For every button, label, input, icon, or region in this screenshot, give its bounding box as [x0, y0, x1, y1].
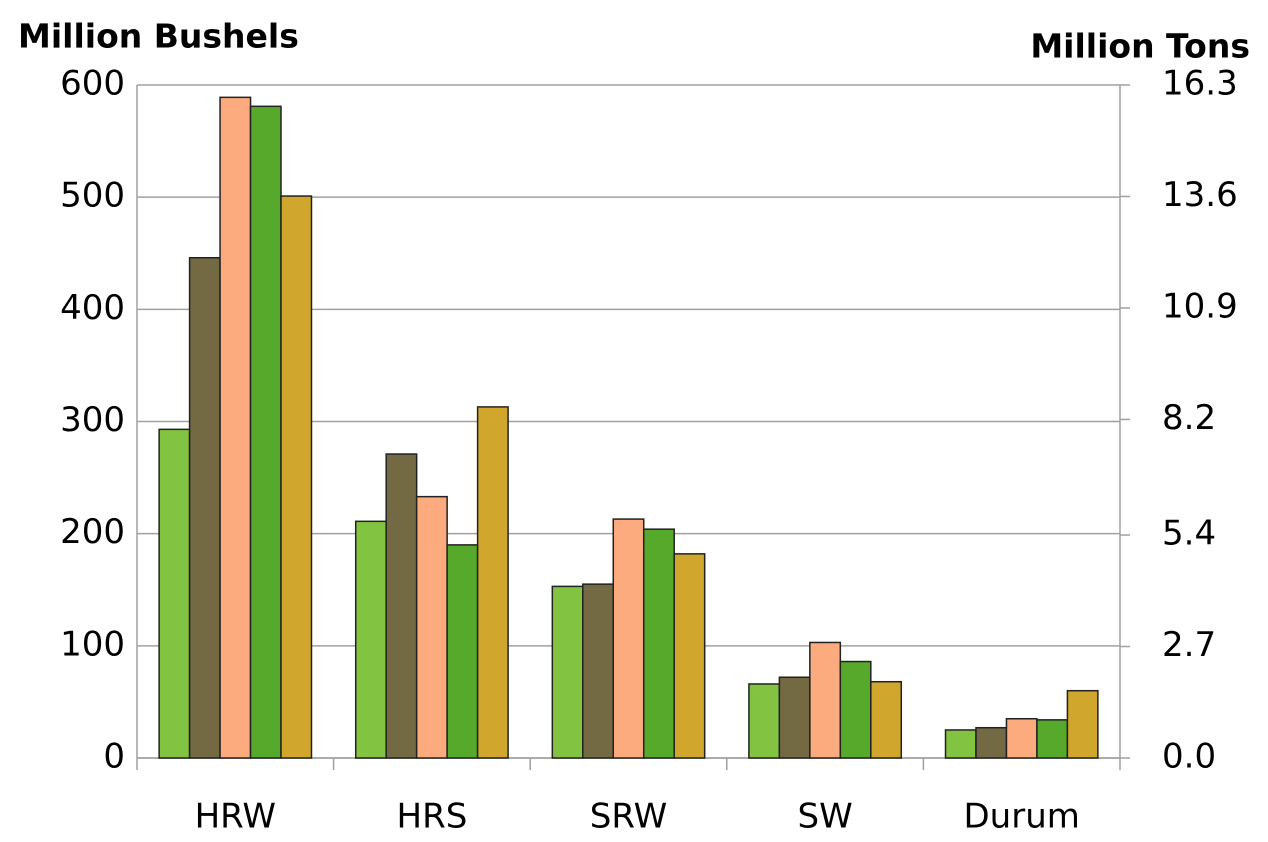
bar [385, 453, 418, 759]
bar [673, 553, 706, 759]
bar [280, 195, 313, 759]
bar [748, 683, 781, 759]
bar [778, 676, 811, 759]
x-tick-label: HRW [195, 797, 276, 837]
bar [582, 583, 615, 759]
y-tick-label: 600 [60, 64, 125, 104]
y-axis-label: Million Bushels [18, 17, 299, 56]
y-tick-label: 200 [60, 512, 125, 552]
x-tick-label: SRW [590, 797, 667, 837]
y-tick-label: 400 [60, 288, 125, 328]
y-tick-label: 100 [60, 624, 125, 664]
y2-tick-label: 0.0 [1162, 737, 1216, 777]
bar [446, 544, 479, 759]
bar [944, 729, 977, 759]
bar [158, 428, 191, 759]
bar [219, 96, 252, 759]
y2-tick-label: 2.7 [1162, 625, 1216, 665]
bar [188, 256, 221, 759]
y-tick-label: 500 [60, 176, 125, 216]
y2-tick-label: 5.4 [1162, 514, 1216, 554]
bar [1005, 717, 1038, 759]
bar [249, 105, 282, 759]
y2-tick-label: 13.6 [1162, 175, 1238, 215]
bar [612, 518, 645, 759]
bar [1036, 719, 1069, 759]
y2-tick-label: 10.9 [1162, 286, 1238, 326]
bar [870, 680, 903, 759]
bar [551, 585, 584, 759]
y2-tick-label: 8.2 [1162, 398, 1216, 438]
x-tick-label: Durum [964, 797, 1080, 837]
bar [809, 641, 842, 759]
bar [642, 528, 675, 759]
y-tick-label: 0 [103, 737, 125, 777]
bar [1066, 689, 1099, 759]
y2-tick-label: 16.3 [1162, 64, 1238, 104]
x-tick-label: SW [797, 797, 852, 837]
x-tick-label: HRS [397, 797, 468, 837]
bar [476, 406, 509, 759]
bar [975, 726, 1008, 759]
bar [415, 495, 448, 759]
y2-axis-label: Million Tons [1030, 27, 1250, 66]
bar [839, 660, 872, 759]
y-tick-label: 300 [60, 400, 125, 440]
bar [354, 520, 387, 759]
